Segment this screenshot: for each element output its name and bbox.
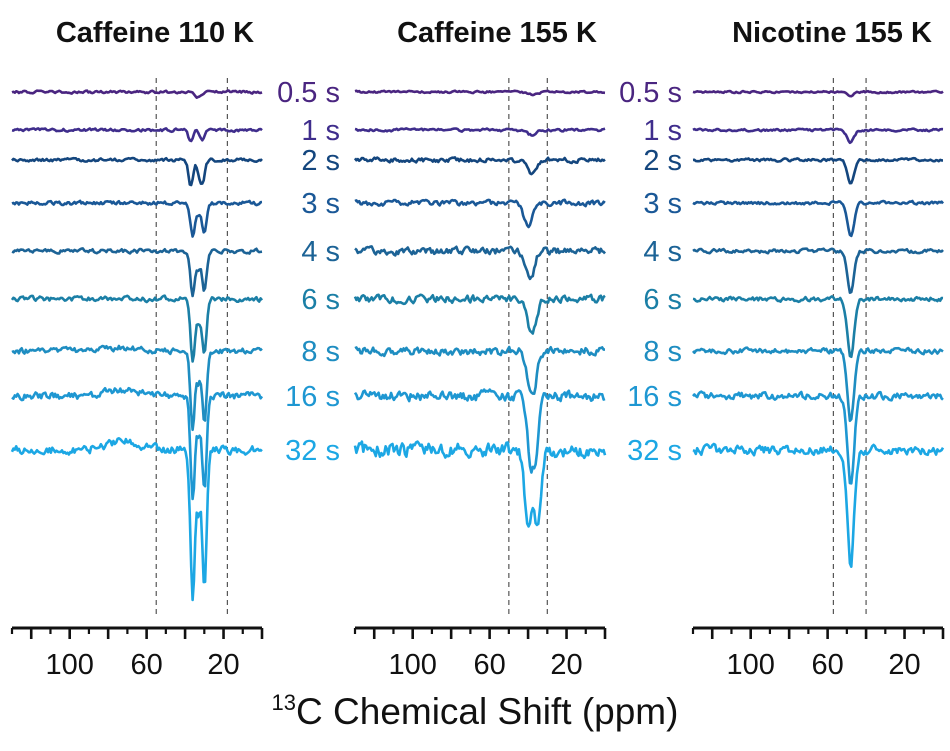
x-axis-ticks	[691, 628, 945, 639]
spectrum-trace	[692, 199, 945, 238]
delay-label: 8 s	[643, 336, 682, 368]
delay-label: 16 s	[627, 381, 682, 413]
x-axis: 100 60 20	[353, 626, 607, 681]
spectrum-trace	[11, 247, 263, 298]
spectrum-trace	[353, 293, 606, 335]
delay-label: 6 s	[301, 284, 340, 316]
panel-title: Caffeine 155 K	[397, 17, 597, 49]
spectrum-trace	[692, 156, 943, 185]
spectra-traces	[10, 89, 264, 602]
spectrum-trace	[692, 127, 944, 145]
delay-label: 3 s	[643, 188, 682, 220]
spectrum-trace	[354, 345, 605, 396]
delay-label: 3 s	[301, 188, 340, 220]
tick-label: 20	[550, 649, 582, 681]
delay-label: 2 s	[301, 145, 340, 177]
x-axis-ticks	[10, 628, 264, 639]
spectrum-trace	[10, 294, 264, 363]
spectrum-trace	[11, 199, 263, 238]
delay-label: 4 s	[643, 236, 682, 268]
spectrum-trace	[353, 156, 606, 176]
x-axis-title: 13C Chemical Shift (ppm)	[272, 690, 679, 732]
x-axis-ticks	[353, 628, 607, 639]
tick-label: 20	[207, 649, 239, 681]
delay-label: 32 s	[285, 435, 340, 467]
spectrum-trace	[354, 89, 606, 97]
x-axis: 100 60 20	[10, 626, 264, 681]
tick-label: 100	[388, 649, 436, 681]
delay-labels: 0.5 s 1 s2 s 3 s 4 s 6 s 8 s 16 s 32 s	[277, 77, 340, 467]
delay-label: 8 s	[301, 336, 340, 368]
delay-label: 16 s	[285, 381, 340, 413]
delay-labels: 0.5 s 1 s2 s 3 s 4 s 6 s 8 s 16 s 32 s	[619, 77, 682, 467]
delay-label: 32 s	[627, 435, 682, 467]
spectrum-trace	[692, 247, 944, 295]
spectrum-trace	[353, 388, 606, 474]
delay-label: 1 s	[643, 115, 682, 147]
tick-label: 20	[888, 649, 920, 681]
tick-label: 60	[473, 649, 505, 681]
panel-caffeine-110k: Caffeine 110 K 0.5 s 1 s2 s 3 s 4 s 6 s 8 s 16…	[10, 17, 340, 681]
delay-label: 1 s	[301, 115, 340, 147]
spectrum-trace	[354, 127, 606, 137]
x-axis-tick-labels: 100 60 20	[388, 649, 582, 681]
spectrum-trace	[10, 436, 263, 602]
tick-label: 60	[130, 649, 162, 681]
x-axis-title-superscript: 13	[272, 690, 296, 715]
spectrum-trace	[11, 344, 263, 432]
spectrum-trace	[11, 89, 263, 99]
spectrum-trace	[691, 346, 944, 423]
spectrum-trace	[11, 127, 263, 143]
spectrum-trace	[11, 386, 264, 501]
delay-label: 4 s	[301, 236, 340, 268]
spectra-traces	[691, 89, 945, 569]
spectrum-trace	[692, 390, 944, 485]
delay-label: 2 s	[643, 145, 682, 177]
panel-caffeine-155k: Caffeine 155 K 0.5 s 1 s2 s 3 s 4 s 6 s 8 s 16…	[353, 17, 682, 681]
spectrum-trace	[354, 245, 607, 281]
tick-label: 100	[45, 649, 93, 681]
spectrum-trace	[354, 198, 606, 229]
delay-label: 0.5 s	[619, 77, 682, 109]
spectrum-trace	[353, 440, 607, 528]
x-axis-tick-labels: 100 60 20	[45, 649, 239, 681]
x-axis-title-text: C Chemical Shift (ppm)	[296, 691, 678, 732]
tick-label: 60	[811, 649, 843, 681]
tick-label: 100	[726, 649, 774, 681]
spectrum-trace	[692, 442, 945, 569]
dashed-guides	[508, 78, 548, 616]
spectra-traces	[353, 89, 607, 528]
delay-label: 6 s	[643, 284, 682, 316]
spectrum-trace	[11, 156, 263, 187]
panel-nicotine-155k: Nicotine 155 K 100 60 20	[691, 17, 945, 681]
x-axis: 100 60 20	[691, 626, 945, 681]
panel-title: Caffeine 110 K	[56, 17, 254, 49]
spectrum-trace	[692, 295, 944, 359]
panel-title: Nicotine 155 K	[732, 17, 932, 49]
spectrum-trace	[692, 89, 944, 98]
x-axis-tick-labels: 100 60 20	[726, 649, 920, 681]
delay-label: 0.5 s	[277, 77, 340, 109]
